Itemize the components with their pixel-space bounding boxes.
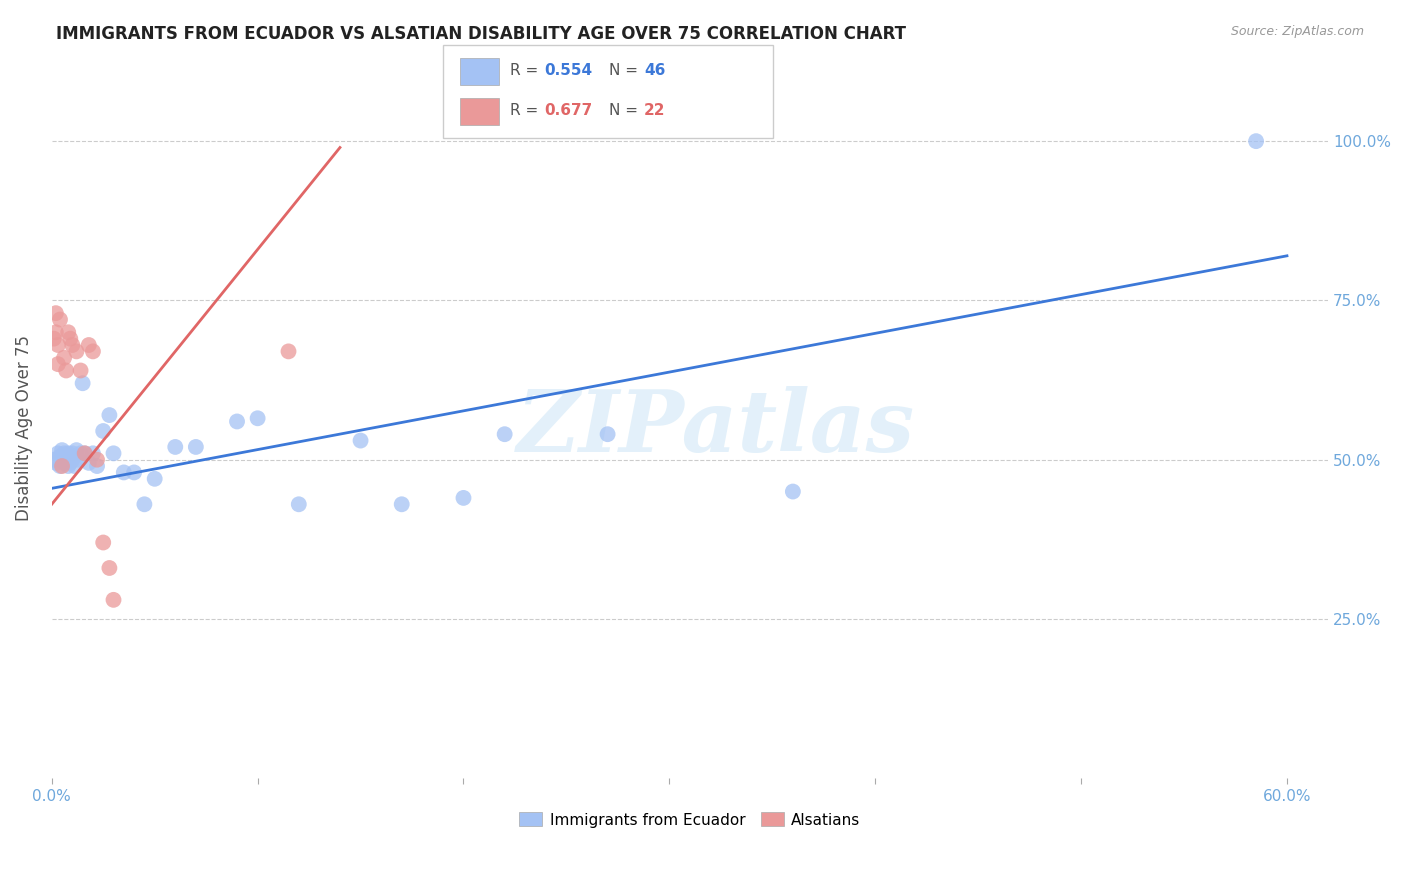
Text: IMMIGRANTS FROM ECUADOR VS ALSATIAN DISABILITY AGE OVER 75 CORRELATION CHART: IMMIGRANTS FROM ECUADOR VS ALSATIAN DISA… (56, 25, 907, 43)
Point (69, 446, 91, 460)
Text: 22: 22 (644, 103, 665, 118)
Legend: Immigrants from Ecuador, Alsatians: Immigrants from Ecuador, Alsatians (513, 806, 866, 834)
Point (596, 427, 619, 442)
Point (53, 456, 76, 470)
Point (53, 351, 76, 365)
Point (782, 484, 804, 499)
Point (51, 452, 73, 467)
Text: R =: R = (510, 103, 544, 118)
Y-axis label: Disability Age Over 75: Disability Age Over 75 (15, 334, 32, 521)
Point (494, 427, 516, 442)
Point (82, 344, 104, 359)
Point (277, 344, 299, 359)
Point (55, 363, 77, 377)
Point (91, 535, 114, 549)
Text: ZIPatlas: ZIPatlas (516, 386, 914, 469)
Point (49, 450, 72, 464)
Point (58, 326, 80, 340)
Point (143, 472, 166, 486)
Point (58, 458, 80, 473)
Text: Source: ZipAtlas.com: Source: ZipAtlas.com (1230, 25, 1364, 38)
Point (60, 338, 83, 352)
Point (51, 443, 73, 458)
Point (45, 456, 67, 470)
Point (184, 440, 207, 454)
Point (77, 456, 100, 470)
Text: 46: 46 (644, 63, 665, 78)
Point (112, 466, 135, 480)
Point (103, 592, 125, 607)
Point (49, 458, 72, 473)
Point (86, 458, 108, 473)
Point (51, 458, 73, 473)
Point (122, 466, 145, 480)
Point (45, 306, 67, 320)
Point (77, 338, 100, 352)
Point (55, 452, 77, 467)
Point (42, 332, 65, 346)
Point (58, 446, 80, 460)
Point (103, 446, 125, 460)
Point (82, 446, 104, 460)
Point (59, 450, 82, 464)
Text: 0.677: 0.677 (544, 103, 592, 118)
Point (72, 376, 94, 391)
Text: N =: N = (609, 63, 643, 78)
Point (73, 446, 96, 460)
Text: 0.554: 0.554 (544, 63, 592, 78)
Point (60, 452, 83, 467)
Point (65, 344, 87, 359)
Point (165, 440, 187, 454)
Point (65, 443, 87, 458)
Point (69, 363, 91, 377)
Point (1244, 134, 1267, 148)
Point (134, 497, 156, 511)
Point (45, 326, 67, 340)
Point (63, 458, 86, 473)
Point (73, 446, 96, 460)
Point (46, 446, 69, 460)
Point (63, 450, 86, 464)
Text: R =: R = (510, 63, 544, 78)
Point (349, 434, 371, 448)
Point (49, 312, 72, 326)
Point (453, 491, 475, 505)
Point (59, 332, 82, 346)
Point (98, 561, 121, 575)
Point (60, 446, 83, 460)
Point (288, 497, 311, 511)
Point (46, 357, 69, 371)
Point (67, 452, 90, 467)
Point (98, 408, 121, 422)
Point (86, 452, 108, 467)
Point (42, 452, 65, 467)
Point (53, 446, 76, 460)
Point (46, 338, 69, 352)
Text: N =: N = (609, 103, 643, 118)
Point (226, 414, 249, 428)
Point (55, 450, 77, 464)
Point (246, 411, 269, 425)
Point (59, 456, 82, 470)
Point (91, 424, 114, 438)
Point (391, 497, 413, 511)
